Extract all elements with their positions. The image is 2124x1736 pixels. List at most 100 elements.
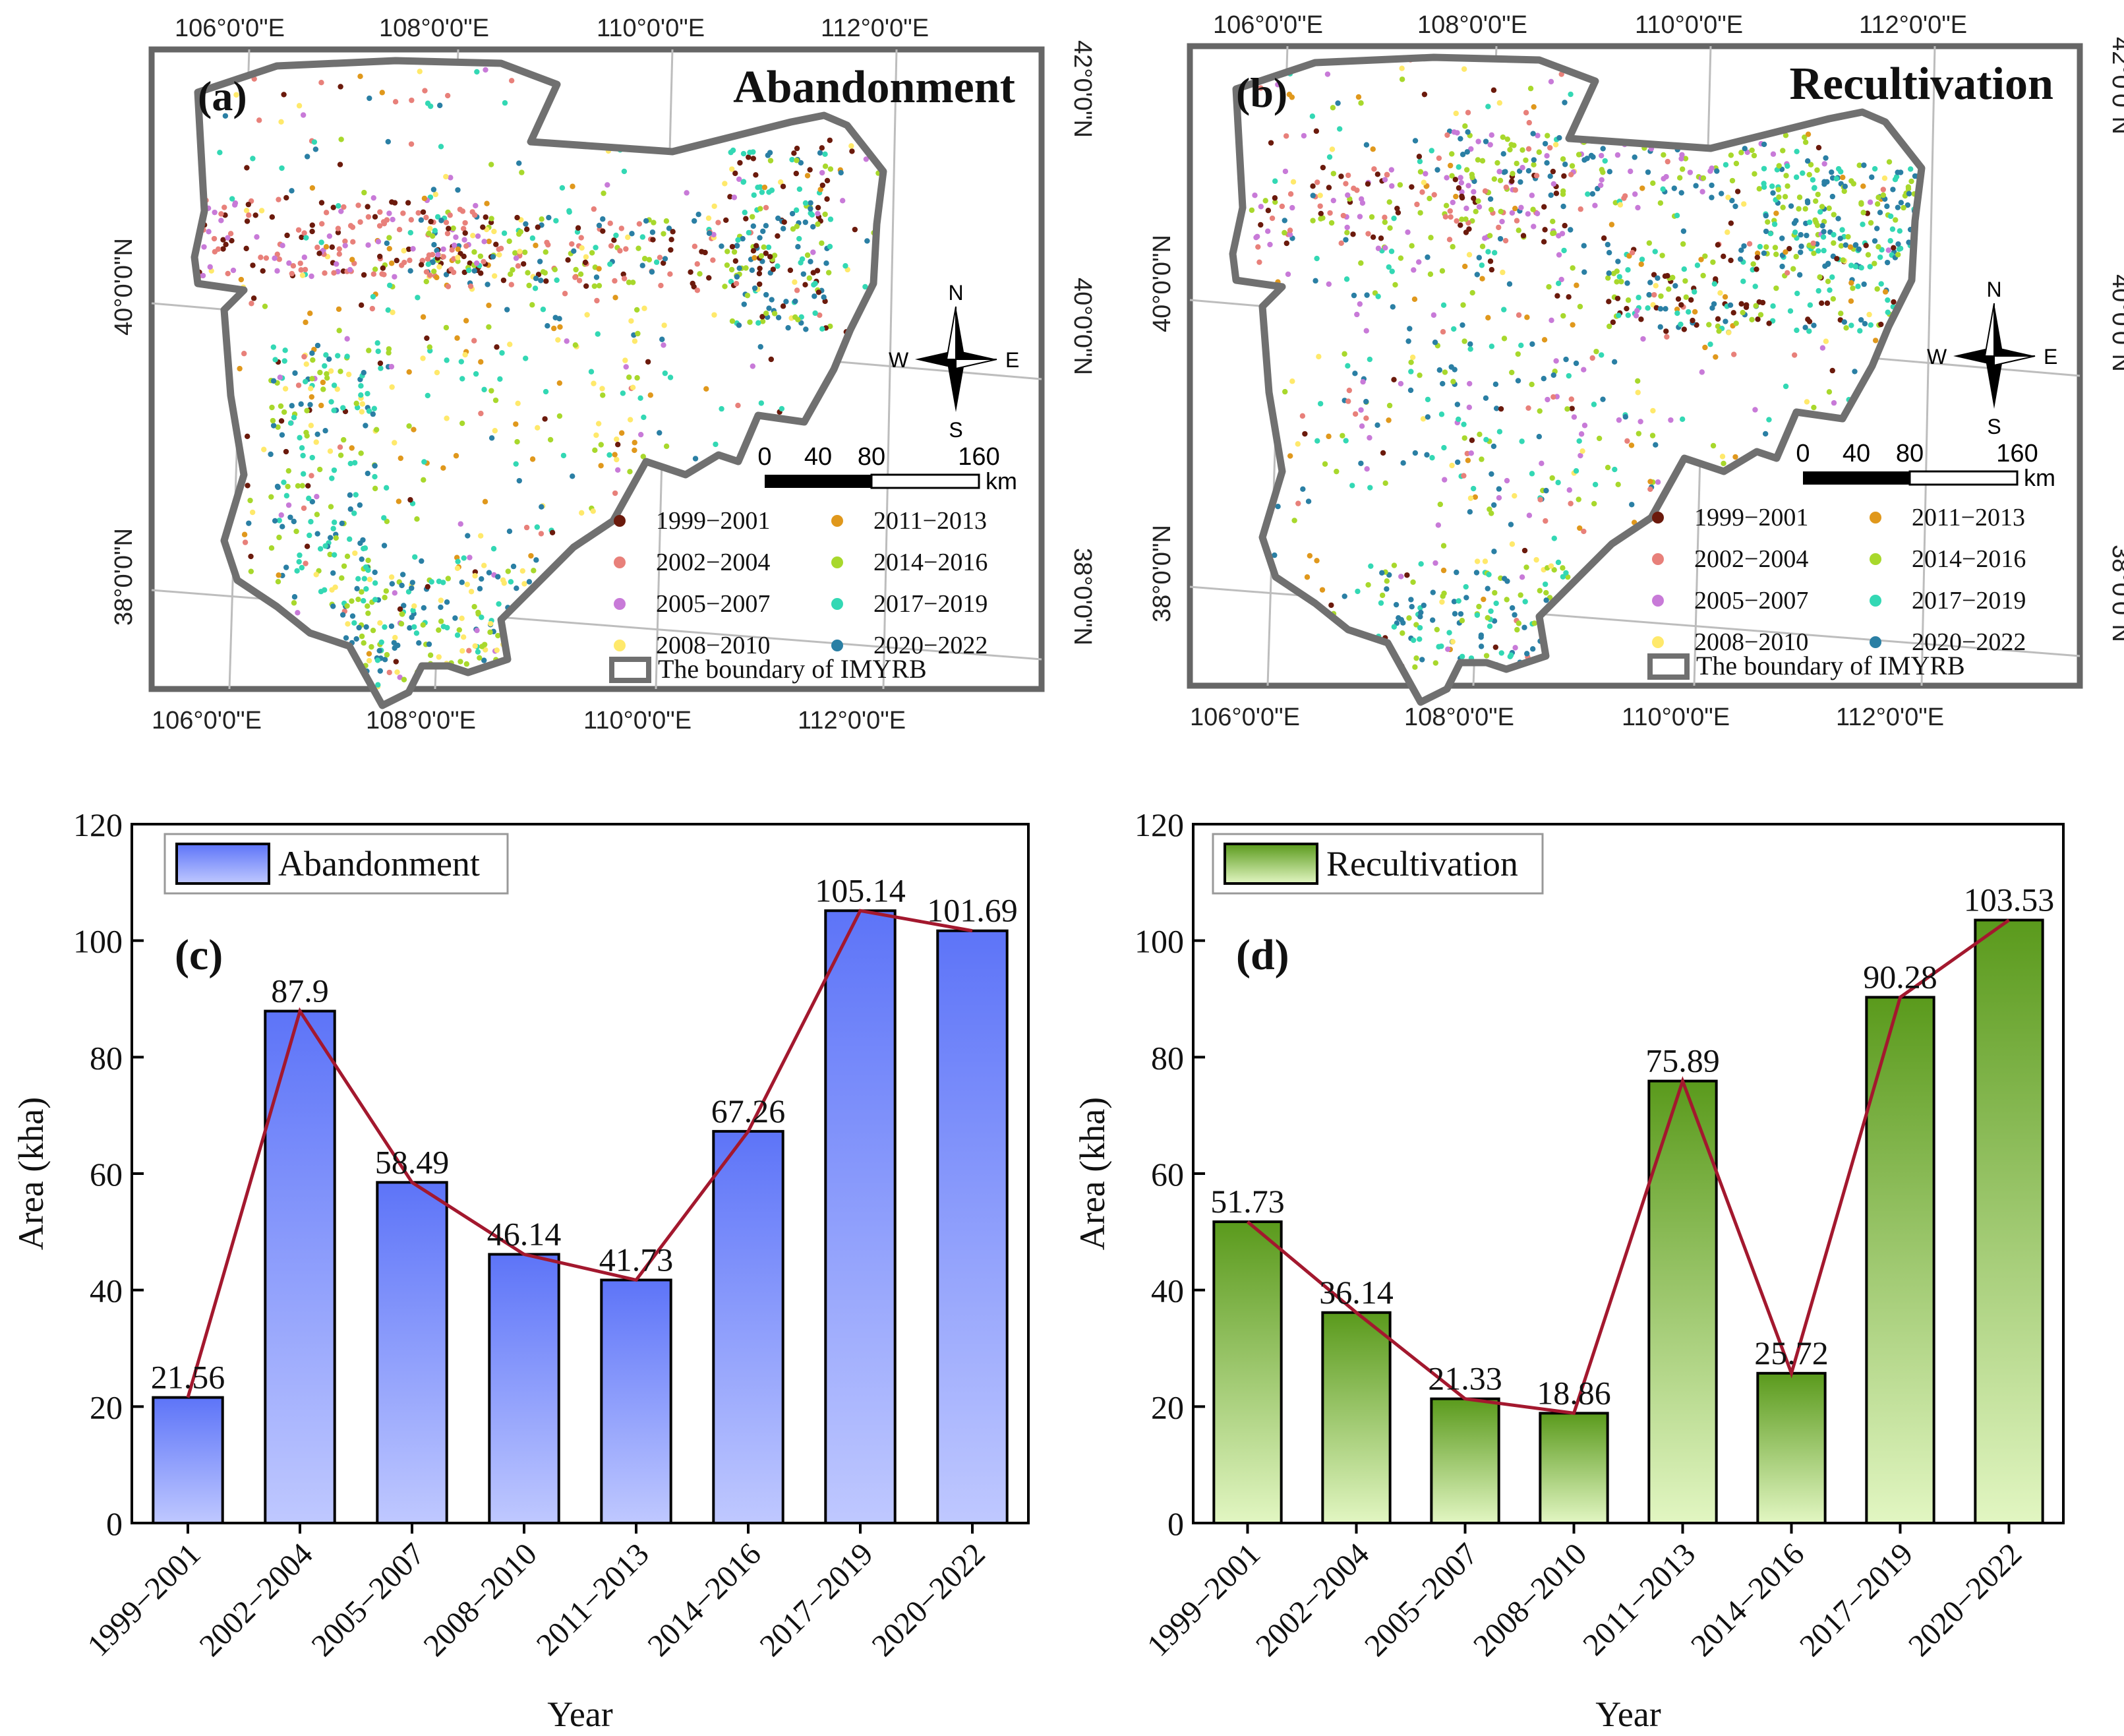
y-axis-title: Area (kha) — [1073, 1097, 1112, 1250]
legend-dot — [831, 556, 843, 568]
legend-dot — [831, 640, 843, 651]
x-tick-label: 2014−2016 — [1684, 1536, 1811, 1663]
y-tick-label: 40 — [1151, 1272, 1184, 1309]
y-tick-label: 40 — [90, 1272, 123, 1309]
boundary-legend-label: The boundary of IMYRB — [1696, 651, 1965, 680]
legend-dot — [1652, 553, 1664, 565]
lon-label-top: 112°0'0"E — [1859, 11, 1967, 39]
bar — [1430, 1397, 1500, 1524]
bar — [1212, 1220, 1283, 1524]
legend-dot — [831, 598, 843, 610]
compass-n: N — [1986, 278, 2001, 301]
y-tick-label: 60 — [1151, 1156, 1184, 1193]
compass-w: W — [889, 348, 909, 372]
legend-dot — [1652, 512, 1664, 524]
data-label: 21.56 — [151, 1359, 225, 1396]
north-arrow-icon — [1953, 303, 2036, 409]
bar — [264, 1009, 336, 1525]
lon-label-top: 112°0'0"E — [821, 15, 929, 42]
data-label: 90.28 — [1863, 959, 1937, 996]
map-panel-a: 106°0'0"E 106°0'0"E 108°0'0"E 108°0'0"E 110°… — [110, 15, 1096, 734]
x-tick-label: 2002−2004 — [192, 1536, 319, 1663]
x-tick-label: 2005−2007 — [305, 1536, 431, 1663]
lon-label-top: 108°0'0"E — [1417, 11, 1527, 39]
legend-label: 2002−2004 — [1694, 545, 1808, 573]
bar — [1865, 996, 1935, 1524]
legend-label: 2014−2016 — [1912, 545, 2026, 573]
legend-label: 2020−2022 — [1912, 628, 2026, 656]
panel-label: (a) — [198, 73, 247, 119]
chart-panel-d: 0 20 40 60 80 100 120 51.73 36.14 21.33 18.86 75.89… — [1073, 806, 2065, 1734]
lat-label-right: 40°0'0"N — [2107, 274, 2124, 372]
y-tick-label: 20 — [90, 1389, 123, 1425]
y-tick-label: 60 — [90, 1156, 123, 1193]
boundary-legend-swatch — [609, 657, 651, 683]
lon-label-bottom: 112°0'0"E — [1836, 703, 1944, 731]
legend-text: Abandonment — [278, 844, 480, 883]
lat-label-left: 40°0'0"N — [1148, 235, 1176, 332]
legend-label: 2020−2022 — [873, 632, 988, 659]
bar — [1321, 1311, 1392, 1524]
scale-label: 80 — [1896, 440, 1924, 467]
y-tick-label: 120 — [1135, 806, 1184, 843]
panel-label: (c) — [175, 931, 223, 979]
legend-label: 2008−2010 — [656, 632, 770, 659]
lon-label-top: 110°0'0"E — [597, 15, 705, 42]
legend-label: 2005−2007 — [656, 590, 770, 618]
legend-label: 1999−2001 — [1694, 504, 1808, 531]
lon-label-top: 106°0'0"E — [175, 15, 285, 42]
lon-label-top: 110°0'0"E — [1635, 11, 1743, 39]
data-label: 101.69 — [927, 892, 1018, 929]
map-title: Recultivation — [1789, 59, 2053, 109]
scale-label: 160 — [1996, 440, 2038, 467]
legend-dot — [1870, 595, 1881, 607]
scale-unit: km — [986, 467, 1017, 494]
legend-label: 2011−2013 — [1912, 504, 2025, 531]
compass-n: N — [948, 281, 963, 305]
map-panel-b: 106°0'0"E 106°0'0"E 108°0'0"E 108°0'0"E 110°… — [1148, 11, 2124, 731]
basin-area — [1233, 57, 1922, 702]
basin-area — [194, 61, 883, 705]
legend-dot — [1652, 636, 1664, 648]
panel-label: (b) — [1236, 69, 1287, 116]
compass-e: E — [1005, 348, 1019, 372]
lon-label-top: 108°0'0"E — [379, 15, 489, 42]
scale-label: 0 — [1796, 440, 1810, 467]
y-axis-title: Area (kha) — [11, 1097, 51, 1250]
basin-boundary — [191, 57, 887, 709]
legend-text: Recultivation — [1326, 844, 1518, 883]
legend-swatch — [1224, 843, 1318, 885]
bar — [488, 1253, 560, 1525]
trend-line — [1246, 918, 2010, 1416]
x-tick-label: 2017−2019 — [1793, 1536, 1920, 1663]
x-tick-label: 2014−2016 — [641, 1536, 767, 1663]
data-label: 103.53 — [1964, 881, 2055, 918]
data-label: 67.26 — [711, 1092, 786, 1129]
data-label: 87.9 — [271, 973, 329, 1009]
lat-label-left: 40°0'0"N — [110, 238, 138, 336]
scale-label: 40 — [1843, 440, 1870, 467]
legend-label: 2005−2007 — [1694, 587, 1808, 614]
data-label: 25.72 — [1754, 1334, 1829, 1371]
lon-label-bottom: 106°0'0"E — [1190, 703, 1300, 731]
scale-label: 160 — [958, 443, 999, 471]
boundary-legend-label: The boundary of IMYRB — [658, 654, 927, 684]
lat-label-right: 38°0'0"N — [2107, 545, 2124, 642]
legend-label: 2014−2016 — [873, 549, 988, 576]
legend-label: 2011−2013 — [873, 507, 987, 535]
lat-label-right: 40°0'0"N — [1069, 278, 1096, 375]
lon-label-bottom: 108°0'0"E — [1404, 703, 1514, 731]
x-tick-label: 1999−2001 — [1140, 1536, 1267, 1663]
trend-line — [186, 909, 973, 1398]
x-tick-label: 2002−2004 — [1249, 1536, 1376, 1663]
y-tick-label: 0 — [106, 1505, 123, 1542]
north-arrow-icon — [915, 306, 997, 412]
compass-s: S — [1987, 415, 2001, 438]
x-axis-title: Year — [547, 1694, 613, 1734]
legend-label: 2017−2019 — [873, 590, 988, 618]
y-tick-label: 0 — [1167, 1505, 1184, 1542]
x-tick-label: 2005−2007 — [1358, 1536, 1485, 1663]
lat-label-right: 42°0'0"N — [1069, 40, 1096, 138]
bar — [1756, 1371, 1827, 1524]
data-label: 36.14 — [1319, 1274, 1394, 1311]
